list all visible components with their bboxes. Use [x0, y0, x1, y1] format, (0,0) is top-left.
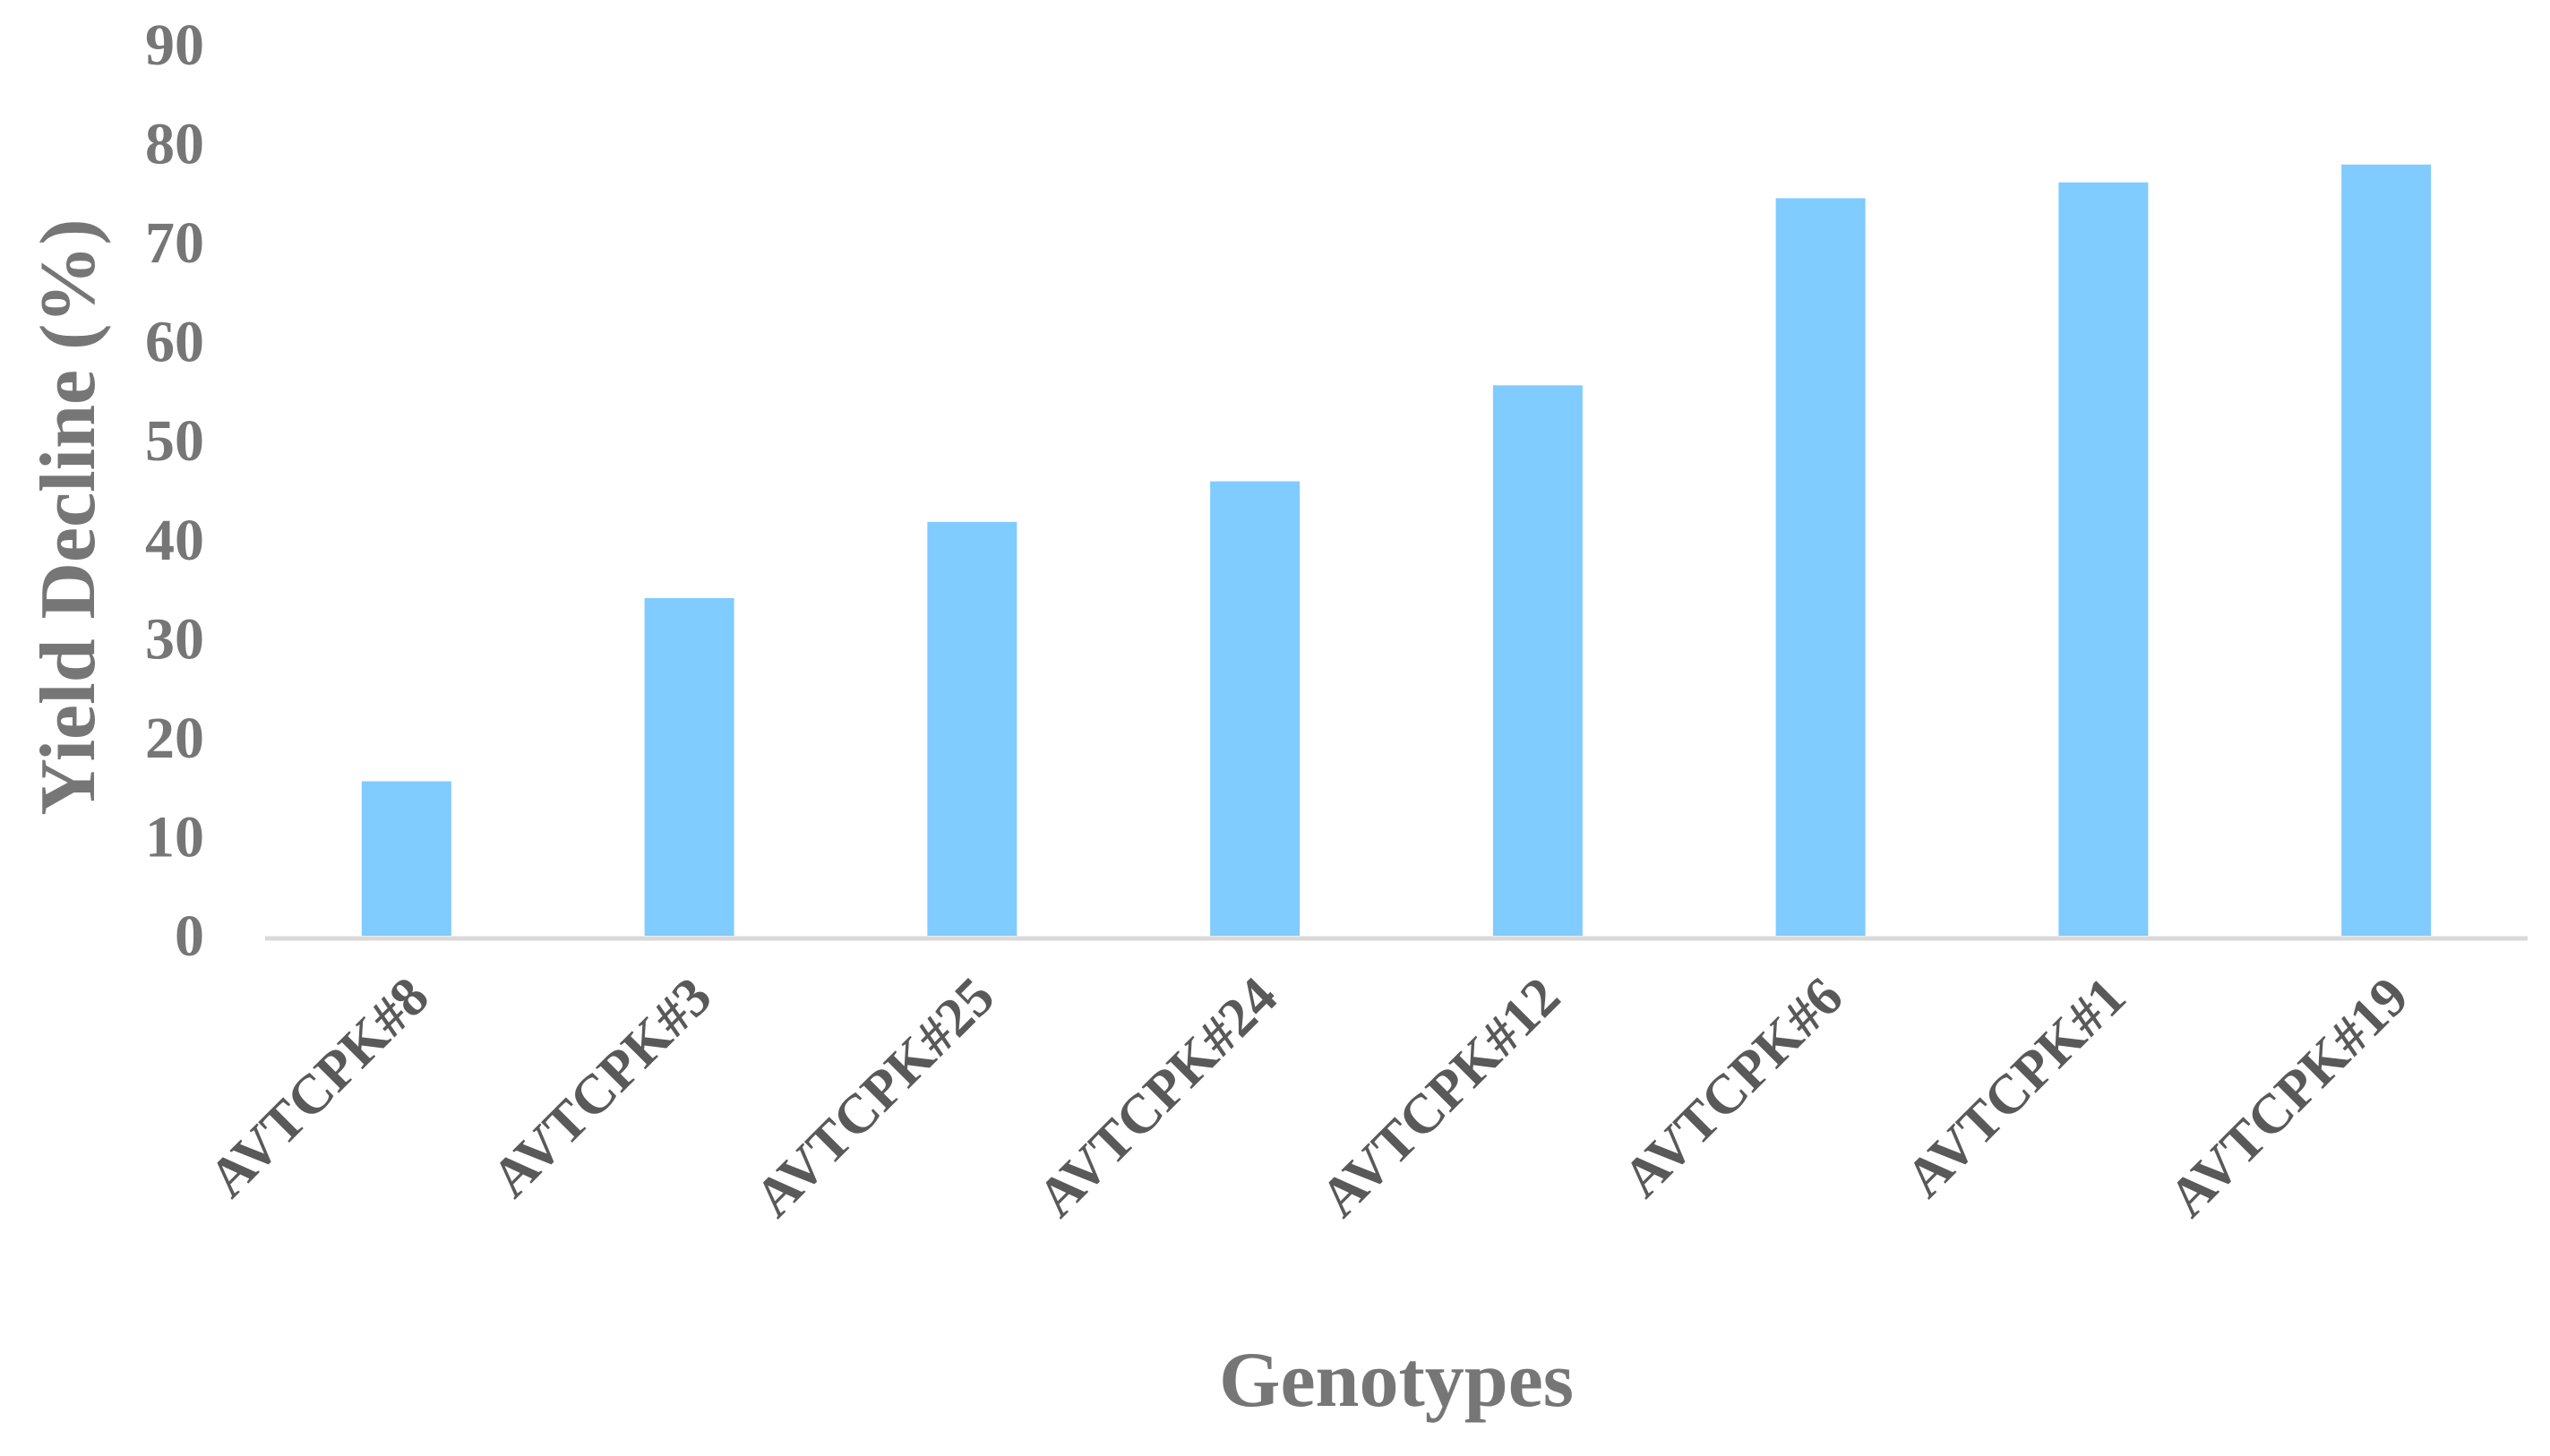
- bar: [1492, 385, 1583, 936]
- bar: [2058, 182, 2149, 936]
- y-tick-label: 80: [145, 112, 204, 177]
- y-tick-label: 30: [145, 606, 204, 672]
- x-category-label: AVTCPK#3: [480, 966, 723, 1209]
- bars: [361, 164, 2432, 937]
- x-axis-category-labels: AVTCPK#8 AVTCPK#3 AVTCPK#25 AVTCPK#24 AVTCPK…: [197, 966, 2420, 1229]
- y-axis-ticks: 0 10 20 30 40 50 60 70 80 90: [145, 13, 204, 969]
- y-tick-label: 90: [145, 13, 204, 78]
- bar: [1775, 198, 1866, 937]
- x-category-label: AVTCPK#12: [1309, 966, 1571, 1229]
- x-category-label: AVTCPK#19: [2158, 966, 2420, 1229]
- y-tick-label: 50: [145, 408, 204, 474]
- y-tick-label: 70: [145, 210, 204, 276]
- bar: [361, 781, 451, 936]
- y-tick-label: 20: [145, 706, 204, 771]
- y-tick-label: 0: [175, 904, 204, 969]
- y-tick-label: 60: [145, 310, 204, 375]
- x-axis-title: Genotypes: [1219, 1337, 1574, 1424]
- x-category-label: AVTCPK#25: [743, 966, 1006, 1229]
- x-category-label: AVTCPK#24: [1026, 966, 1289, 1229]
- bar: [1210, 481, 1301, 936]
- y-tick-label: 40: [145, 508, 204, 573]
- x-category-label: AVTCPK#8: [197, 966, 440, 1209]
- x-category-label: AVTCPK#6: [1611, 966, 1854, 1209]
- y-tick-label: 10: [145, 804, 204, 869]
- x-category-label: AVTCPK#1: [1894, 966, 2137, 1209]
- bar: [927, 521, 1017, 936]
- y-axis-title: Yield Decline (%): [25, 218, 112, 815]
- bar: [644, 598, 734, 936]
- bar: [2341, 164, 2432, 936]
